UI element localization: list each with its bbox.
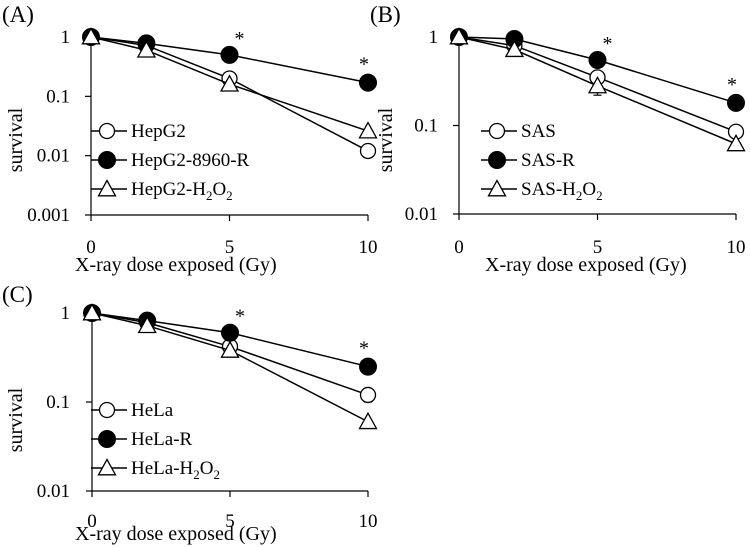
data-point — [727, 93, 745, 112]
data-point — [587, 76, 608, 94]
series-line — [90, 36, 369, 152]
legend-label: SAS — [521, 121, 556, 142]
legend-marker — [97, 179, 117, 197]
legend-marker — [97, 458, 117, 476]
y-axis-label: survival — [5, 107, 27, 172]
significance-marker: * — [359, 54, 369, 76]
y-tick-label: 0.01 — [37, 481, 70, 502]
data-point — [81, 27, 101, 45]
panel-label: (A) — [2, 2, 34, 27]
series-line — [91, 312, 369, 396]
x-tick-label: 5 — [225, 237, 235, 258]
legend-marker — [98, 151, 116, 169]
panel-b: (B)0.010.110 5 10X-ray dose exposed (Gy)su… — [370, 2, 746, 276]
legend-marker — [488, 122, 506, 140]
series-line — [91, 312, 369, 368]
panel-c: (C)0.010.110 5 10X-ray dose exposed (Gy)su… — [2, 282, 378, 545]
legend-marker — [98, 401, 116, 419]
data-point — [588, 50, 607, 69]
significance-marker: * — [359, 338, 369, 360]
x-tick-label: 0 — [86, 237, 96, 258]
y-axis-label: survival — [375, 107, 397, 172]
legend: SAS SAS-R SAS-H2O2 — [481, 121, 603, 203]
x-axis-label: X-ray dose exposed (Gy) — [75, 254, 277, 276]
significance-marker: * — [603, 33, 613, 55]
series-filled-circle — [83, 304, 377, 376]
x-tick-label: 10 — [727, 237, 746, 258]
data-point — [449, 27, 469, 45]
data-point — [220, 45, 239, 64]
x-tick-label: 10 — [359, 237, 378, 258]
y-tick-label: 0.01 — [405, 204, 438, 225]
legend-marker — [487, 179, 507, 197]
data-point — [358, 121, 378, 139]
series-line — [90, 36, 369, 132]
legend-label: HepG2-H2O2 — [131, 179, 233, 203]
legend-label: SAS-R — [521, 150, 575, 171]
x-axis-label: X-ray dose exposed (Gy) — [75, 523, 277, 545]
x-tick-label: 0 — [87, 511, 97, 532]
data-point — [137, 315, 157, 334]
x-tick-label: 0 — [454, 237, 464, 258]
significance-marker: * — [235, 28, 245, 50]
data-point — [359, 357, 377, 376]
legend-label: HepG2-8960-R — [131, 150, 250, 171]
y-tick-label: 0.01 — [37, 146, 70, 167]
data-point — [220, 340, 240, 358]
legend-marker — [98, 430, 116, 448]
x-tick-label: 5 — [225, 511, 235, 532]
data-point — [136, 40, 157, 58]
data-point — [219, 74, 240, 92]
legend: HeLa HeLa-R HeLa-H2O2 — [91, 400, 220, 482]
legend-label: SAS-H2O2 — [521, 179, 603, 203]
x-tick-label: 10 — [359, 511, 378, 532]
series-line — [90, 36, 369, 84]
y-tick-label: 1 — [429, 27, 439, 48]
data-point — [359, 386, 377, 404]
data-point — [504, 39, 525, 58]
y-tick-label: 0.1 — [414, 116, 438, 137]
y-tick-label: 0.1 — [46, 86, 70, 107]
y-tick-label: 0.001 — [27, 205, 70, 226]
legend-marker — [98, 122, 116, 140]
data-point — [82, 303, 102, 321]
series-line — [458, 36, 737, 104]
legend-marker — [488, 151, 506, 169]
data-point — [726, 134, 746, 152]
legend-label: HeLa-R — [131, 429, 193, 450]
legend-label: HeLa — [131, 400, 174, 421]
panel-label: (C) — [2, 282, 33, 307]
data-point — [358, 411, 378, 430]
data-point — [359, 142, 377, 160]
significance-marker: * — [727, 74, 737, 96]
panel-label: (B) — [370, 2, 401, 27]
y-tick-label: 1 — [61, 27, 71, 48]
data-point — [359, 73, 377, 92]
x-axis-label: X-ray dose exposed (Gy) — [485, 254, 687, 276]
series-open-triangle — [449, 27, 746, 152]
series-line — [458, 36, 737, 145]
y-axis-label: survival — [5, 387, 27, 452]
series-line — [458, 36, 737, 133]
y-tick-label: 0.1 — [46, 392, 70, 413]
legend-label: HepG2 — [131, 121, 186, 142]
significance-marker: * — [235, 306, 245, 328]
legend-label: HeLa-H2O2 — [131, 458, 220, 482]
y-tick-label: 1 — [61, 303, 71, 324]
series-line — [91, 312, 369, 423]
legend: HepG2 HepG2-8960-R HepG2-H2O2 — [91, 121, 250, 203]
series-open-triangle — [81, 27, 378, 139]
series-open-triangle — [82, 303, 378, 430]
x-tick-label: 5 — [593, 237, 603, 258]
